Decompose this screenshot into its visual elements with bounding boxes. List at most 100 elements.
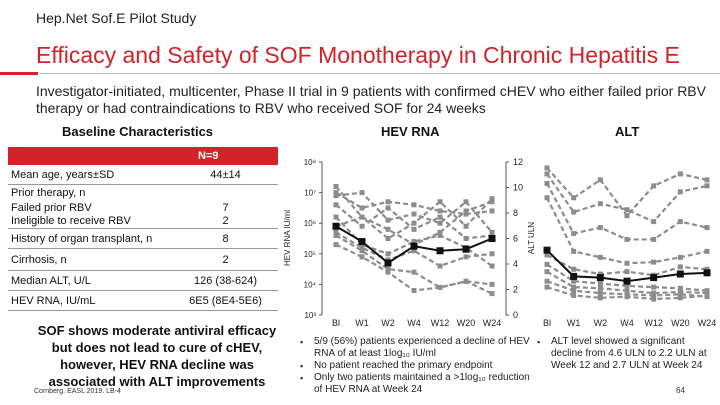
- hev-rna-chart-title: HEV RNA: [381, 124, 440, 139]
- patient-point: [411, 202, 417, 208]
- citation: Cornberg. EASL 2019. LB-4: [34, 388, 121, 395]
- x-tick-label: W24: [483, 318, 502, 328]
- patient-point: [489, 208, 495, 214]
- mean-point: [436, 247, 444, 255]
- patient-point: [571, 266, 577, 272]
- patient-point: [333, 242, 339, 248]
- patient-point: [463, 211, 469, 217]
- patient-point: [437, 208, 443, 214]
- patient-point: [571, 231, 577, 236]
- patient-point: [544, 180, 550, 186]
- table-row: Median ALT, U/L 126 (38-624): [8, 271, 278, 291]
- patient-point: [597, 271, 603, 277]
- patient-point: [411, 248, 417, 254]
- patient-point: [333, 193, 339, 199]
- row-label: Median ALT, U/L: [11, 274, 91, 287]
- patient-point: [624, 236, 630, 242]
- patient-point: [385, 251, 391, 257]
- patient-point: [359, 205, 365, 211]
- patient-point: [651, 219, 657, 225]
- patient-point: [489, 229, 495, 235]
- patient-point: [624, 283, 630, 289]
- left-tick-label: 10⁶: [304, 219, 316, 228]
- patient-point: [704, 225, 710, 231]
- patient-point: [359, 254, 365, 260]
- patient-point: [385, 199, 391, 205]
- row-label: Failed prior RBV: [11, 201, 92, 214]
- patient-point: [333, 190, 339, 196]
- slide-title: Efficacy and Safety of SOF Monotherapy i…: [36, 42, 680, 68]
- mean-point: [570, 272, 578, 280]
- patient-point: [651, 259, 657, 265]
- row-label: Mean age, years±SD: [11, 168, 115, 181]
- table-row: HEV RNA, IU/mL 6E5 (8E4-5E6): [8, 291, 278, 311]
- table-row: Ineligible to receive RBV 2: [8, 214, 278, 229]
- patient-point: [544, 284, 550, 290]
- patient-point: [463, 254, 469, 260]
- mean-point: [488, 235, 496, 242]
- row-value: 6E5 (8E4-5E6): [189, 294, 262, 307]
- x-tick-label: W12: [431, 318, 450, 328]
- table-row: Prior therapy, n: [8, 185, 278, 201]
- right-axis-label: ALT ULN: [527, 222, 536, 254]
- patient-point: [411, 220, 417, 226]
- patient-point: [624, 269, 630, 275]
- patient-point: [437, 232, 443, 238]
- patient-point: [571, 292, 577, 298]
- row-value: 44±14: [210, 168, 241, 181]
- patient-point: [677, 295, 683, 301]
- patient-point: [677, 285, 683, 291]
- patient-point: [544, 195, 550, 201]
- patient-point: [651, 296, 657, 302]
- x-tick-label: W20: [671, 318, 690, 328]
- right-tick-label: 12: [513, 157, 523, 167]
- alt-chart: Bl W1 W2 W4 W12 W20 W24: [543, 165, 716, 328]
- patient-point: [463, 223, 469, 229]
- patient-point: [385, 205, 391, 211]
- patient-point: [463, 278, 469, 284]
- x-tick-label: W20: [457, 318, 476, 328]
- patient-point: [411, 239, 417, 245]
- y-axis-label: HEV RNA IU/ml: [283, 210, 292, 266]
- patient-point: [597, 201, 603, 207]
- patient-point: [359, 214, 365, 220]
- patient-point: [489, 281, 495, 287]
- right-tick-label: 4: [513, 259, 518, 269]
- table-row: Failed prior RBV 7: [8, 201, 278, 214]
- mean-point: [358, 238, 366, 246]
- patient-point: [651, 292, 657, 298]
- mean-point: [703, 269, 711, 277]
- patient-point: [704, 183, 710, 189]
- patient-point: [385, 269, 391, 275]
- patient-point: [704, 266, 710, 272]
- patient-point: [437, 214, 443, 220]
- table-header-n: N=9: [8, 147, 278, 165]
- patient-point: [385, 236, 391, 241]
- table-row: Cirrhosis, n 2: [8, 249, 278, 271]
- title-accent-rule: [0, 72, 38, 75]
- patient-point: [544, 269, 550, 275]
- patient-point: [333, 214, 339, 220]
- patient-point: [651, 236, 657, 242]
- patient-point: [704, 292, 710, 298]
- mean-point: [543, 246, 551, 254]
- row-label: Ineligible to receive RBV: [11, 215, 131, 227]
- patient-point: [411, 226, 417, 232]
- row-value: 2: [222, 253, 229, 266]
- title-divider: [40, 73, 720, 74]
- patient-point: [333, 183, 339, 189]
- patient-point: [624, 288, 630, 294]
- patient-point: [597, 225, 603, 231]
- right-tick-label: 8: [513, 208, 518, 218]
- patient-point: [463, 236, 469, 241]
- patient-point: [651, 284, 657, 290]
- mean-point: [462, 245, 470, 253]
- patient-point: [359, 190, 365, 196]
- right-tick-label: 6: [513, 234, 518, 244]
- patient-point: [463, 208, 469, 214]
- patient-point: [544, 278, 550, 284]
- baseline-title: Baseline Characteristics: [62, 124, 214, 139]
- row-value: 126 (38-624): [194, 274, 257, 287]
- patient-point: [411, 269, 417, 275]
- patient-point: [677, 291, 683, 297]
